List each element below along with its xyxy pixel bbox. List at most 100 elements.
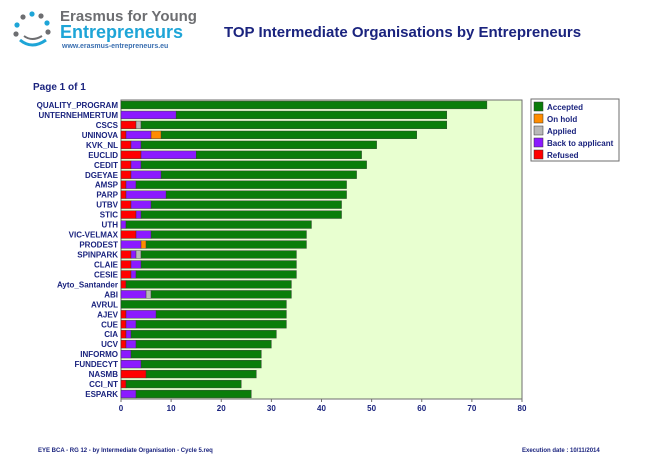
category-label: SPINPARK [77,250,118,259]
category-label: CESIE [94,270,119,279]
bar-accepted-4 [140,140,377,149]
category-label: UNTERNEHMERTUM [38,111,118,120]
brand-line-2: Entrepreneurs [60,22,184,42]
category-label: STIC [100,211,118,220]
category-label: QUALITY_PROGRAM [37,101,119,110]
bar-applied-19 [145,290,152,299]
bar-accepted-6 [140,160,367,169]
bar-accepted-11 [140,210,342,219]
bar-back-to-applicant-10 [130,200,152,209]
bar-refused-28 [120,379,127,389]
bar-back-to-applicant-11 [135,210,142,219]
bar-accepted-8 [135,180,347,189]
bar-accepted-13 [150,230,307,239]
bar-refused-13 [120,230,137,239]
bar-accepted-20 [120,300,287,309]
bar-accepted-19 [150,290,292,299]
bar-back-to-applicant-7 [130,170,162,179]
bar-refused-11 [120,210,137,219]
bar-accepted-25 [130,350,262,359]
report-title: TOP Intermediate Organisations by Entrep… [224,24,582,41]
bar-refused-10 [120,200,132,209]
plot-area [120,99,523,400]
category-label: AVRUL [91,300,118,309]
bar-accepted-15 [140,250,297,259]
bar-accepted-14 [145,240,307,249]
bar-applied-2 [135,120,142,130]
category-label: KVK_NL [86,141,118,150]
bar-back-to-applicant-15 [130,250,137,259]
category-label: Ayto_Santander [57,280,118,289]
category-label: NASMB [89,370,119,379]
bar-refused-15 [120,250,132,259]
bar-refused-2 [120,120,137,130]
bar-back-to-applicant-24 [125,340,137,349]
bar-back-to-applicant-3 [125,130,152,139]
x-tick-label: 20 [217,404,226,413]
bar-back-to-applicant-6 [130,160,142,169]
bar-accepted-3 [160,130,417,139]
bar-back-to-applicant-5 [140,150,197,159]
bar-refused-5 [120,150,142,159]
bar-accepted-29 [135,389,252,399]
bar-accepted-21 [155,310,287,319]
brand-line-1: Erasmus for Young [60,8,197,25]
category-label: VIC-VELMAX [69,231,119,240]
bar-refused-9 [120,190,127,199]
bar-refused-22 [120,320,127,329]
category-label: UNINOVA [82,131,119,140]
category-label: CLAIE [94,260,119,269]
x-tick-label: 50 [367,404,376,413]
bar-accepted-2 [140,120,448,130]
legend-label: Applied [547,127,576,136]
bar-back-to-applicant-26 [120,360,142,369]
legend-label: On hold [547,115,577,124]
legend-swatch-accepted [533,101,544,112]
bar-back-to-applicant-23 [125,330,132,339]
x-tick-label: 60 [417,404,426,413]
bar-back-to-applicant-25 [120,350,132,359]
bar-back-to-applicant-16 [130,260,142,269]
bar-refused-27 [120,369,147,379]
bar-accepted-22 [135,320,287,329]
bar-applied-15 [135,250,142,259]
bar-back-to-applicant-29 [120,389,137,399]
bar-refused-23 [120,330,127,339]
bar-back-to-applicant-17 [130,270,137,279]
category-label: FUNDECYT [74,360,118,369]
bar-accepted-12 [125,220,312,229]
x-tick-label: 0 [119,404,124,413]
footer-execution-date: Execution date : 10/11/2014 [522,448,600,454]
x-tick-label: 10 [167,404,176,413]
legend-label: Refused [547,151,579,160]
bar-accepted-26 [140,360,262,369]
x-tick-label: 70 [467,404,476,413]
bar-back-to-applicant-14 [120,240,142,249]
bar-on-hold-3 [150,130,162,139]
bar-accepted-7 [160,170,357,179]
category-label: CSCS [96,121,119,130]
page-label: Page 1 of 1 [33,82,86,93]
bar-refused-4 [120,140,132,149]
bar-back-to-applicant-8 [125,180,137,189]
bar-refused-16 [120,260,132,269]
bar-accepted-10 [150,200,342,209]
people-circle-logo-icon [13,11,51,47]
bar-refused-6 [120,160,132,169]
bar-back-to-applicant-9 [125,190,167,199]
x-tick-label: 40 [317,404,326,413]
category-label: UTH [102,221,119,230]
category-label: INFORMO [80,350,118,359]
bar-accepted-5 [195,150,362,159]
legend-swatch-on-hold [533,113,544,124]
category-label: DGEYAE [85,171,119,180]
bar-accepted-0 [120,100,488,110]
bar-back-to-applicant-22 [125,320,137,329]
brand-url[interactable]: www.erasmus-entrepreneurs.eu [62,43,169,50]
category-label: PRODEST [79,241,118,250]
bar-accepted-16 [140,260,297,269]
category-label: CUE [101,320,119,329]
bar-refused-3 [120,130,127,139]
category-label: ESPARK [85,390,118,399]
category-label: AJEV [97,310,119,319]
